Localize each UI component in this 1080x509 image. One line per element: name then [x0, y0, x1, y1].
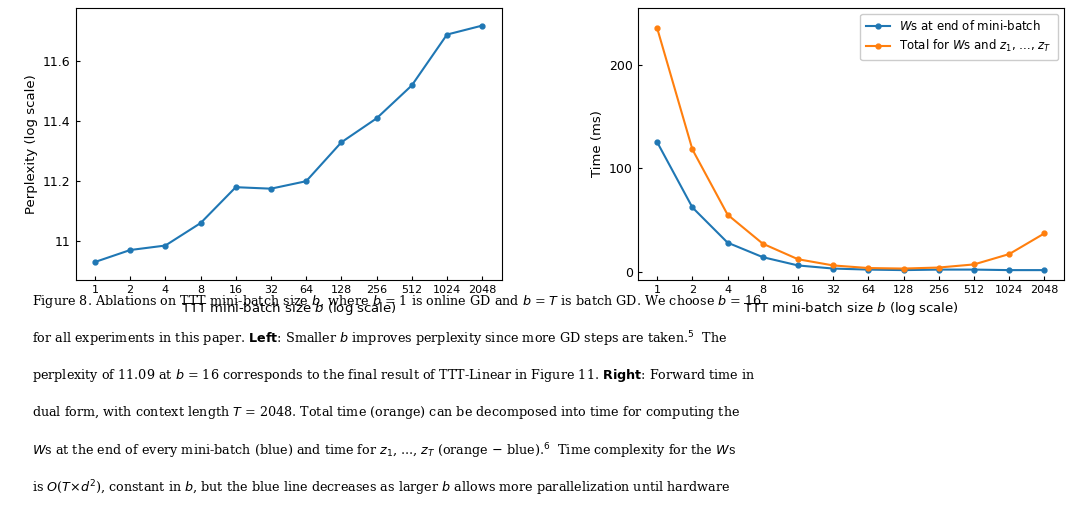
$\mathit{W}$s at end of mini-batch	[686, 205, 699, 211]
Total for $\mathit{W}$s and $z_1$, …, $z_T$	[968, 261, 981, 267]
$\mathit{W}$s at end of mini-batch	[756, 254, 769, 260]
Text: Figure 8. Ablations on TTT mini-batch size $b$, where $b$ = 1 is online GD and $: Figure 8. Ablations on TTT mini-batch si…	[32, 293, 762, 309]
Line: $\mathit{W}$s at end of mini-batch: $\mathit{W}$s at end of mini-batch	[654, 140, 1047, 272]
Total for $\mathit{W}$s and $z_1$, …, $z_T$	[1038, 230, 1051, 236]
$\mathit{W}$s at end of mini-batch	[651, 139, 664, 145]
Line: Total for $\mathit{W}$s and $z_1$, …, $z_T$: Total for $\mathit{W}$s and $z_1$, …, $z…	[654, 26, 1047, 271]
Y-axis label: Perplexity (log scale): Perplexity (log scale)	[25, 74, 38, 214]
Text: dual form, with context length $T$ = 2048. Total time (orange) can be decomposed: dual form, with context length $T$ = 204…	[32, 404, 741, 421]
Total for $\mathit{W}$s and $z_1$, …, $z_T$	[827, 263, 840, 269]
Legend: $\mathit{W}$s at end of mini-batch, Total for $\mathit{W}$s and $z_1$, …, $z_T$: $\mathit{W}$s at end of mini-batch, Tota…	[861, 14, 1058, 60]
X-axis label: TTT mini-batch size $b$ (log scale): TTT mini-batch size $b$ (log scale)	[180, 300, 396, 318]
Y-axis label: Time (ms): Time (ms)	[591, 110, 604, 177]
$\mathit{W}$s at end of mini-batch	[862, 267, 875, 273]
Total for $\mathit{W}$s and $z_1$, …, $z_T$	[686, 147, 699, 153]
$\mathit{W}$s at end of mini-batch	[932, 267, 945, 273]
Total for $\mathit{W}$s and $z_1$, …, $z_T$	[1002, 251, 1015, 257]
Total for $\mathit{W}$s and $z_1$, …, $z_T$	[897, 266, 910, 272]
Total for $\mathit{W}$s and $z_1$, …, $z_T$	[862, 265, 875, 271]
$\mathit{W}$s at end of mini-batch	[1038, 267, 1051, 273]
X-axis label: TTT mini-batch size $b$ (log scale): TTT mini-batch size $b$ (log scale)	[743, 300, 959, 318]
Total for $\mathit{W}$s and $z_1$, …, $z_T$	[721, 212, 734, 218]
$\mathit{W}$s at end of mini-batch	[827, 266, 840, 272]
Total for $\mathit{W}$s and $z_1$, …, $z_T$	[756, 241, 769, 247]
Total for $\mathit{W}$s and $z_1$, …, $z_T$	[792, 256, 805, 262]
$\mathit{W}$s at end of mini-batch	[721, 240, 734, 246]
Total for $\mathit{W}$s and $z_1$, …, $z_T$	[651, 25, 664, 32]
$\mathit{W}$s at end of mini-batch	[792, 263, 805, 269]
Total for $\mathit{W}$s and $z_1$, …, $z_T$	[932, 265, 945, 271]
$\mathit{W}$s at end of mini-batch	[897, 267, 910, 273]
Text: perplexity of 11.09 at $b$ = 16 corresponds to the final result of TTT-Linear in: perplexity of 11.09 at $b$ = 16 correspo…	[32, 367, 756, 384]
Text: is $O$($T$$\times$$d^2$), constant in $b$, but the blue line decreases as larger: is $O$($T$$\times$$d^2$), constant in $b…	[32, 478, 731, 498]
Text: for all experiments in this paper. $\mathbf{Left}$: Smaller $b$ improves perplex: for all experiments in this paper. $\mat…	[32, 330, 728, 350]
Text: $\mathit{W}$s at the end of every mini-batch (blue) and time for $z_1$, ..., $z_: $\mathit{W}$s at the end of every mini-b…	[32, 441, 737, 461]
$\mathit{W}$s at end of mini-batch	[1002, 267, 1015, 273]
$\mathit{W}$s at end of mini-batch	[968, 267, 981, 273]
